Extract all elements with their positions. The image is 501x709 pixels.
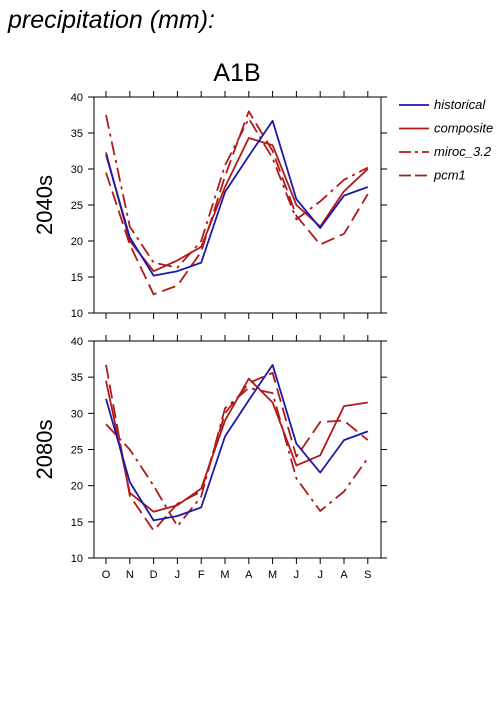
y-tick-label: 20 xyxy=(71,481,83,493)
y-tick-label: 10 xyxy=(71,308,83,320)
y-tick-label: 15 xyxy=(71,517,83,529)
panel-2080s: 10 15 20 25 30 35 40 2080s xyxy=(32,335,387,565)
chart-title: A1B xyxy=(213,59,260,87)
x-tick-label: J xyxy=(317,569,323,581)
series-line-miroc_3.2 xyxy=(105,114,369,269)
x-tick-label: F xyxy=(198,569,205,581)
legend-label-historical: historical xyxy=(434,97,486,112)
x-tick-label: O xyxy=(102,569,111,581)
x-tick-label: J xyxy=(175,569,181,581)
x-tick-label: D xyxy=(150,569,158,581)
series-line-historical xyxy=(105,363,369,522)
y-tick-label: 40 xyxy=(71,336,83,348)
x-tick-label: A xyxy=(245,569,253,581)
y-tick-label: 25 xyxy=(71,200,83,212)
legend-label-pcm1: pcm1 xyxy=(433,168,466,183)
x-tick-label: J xyxy=(294,569,300,581)
legend-label-composite: composite xyxy=(434,121,493,136)
y-tick-label: 25 xyxy=(71,445,83,457)
y-tick-label: 40 xyxy=(71,92,83,104)
panel-label: 2040s xyxy=(32,175,57,235)
panel-label: 2080s xyxy=(32,420,57,480)
y-tick-label: 35 xyxy=(71,372,83,384)
series-line-composite xyxy=(105,137,369,273)
y-tick-label: 30 xyxy=(71,164,83,176)
page-title: precipitation (mm): xyxy=(8,6,215,34)
y-tick-label: 30 xyxy=(71,408,83,420)
series-line-pcm1 xyxy=(105,110,369,296)
y-tick-label: 35 xyxy=(71,128,83,140)
panel-2040s: 10 15 20 25 30 35 40 2040s xyxy=(32,91,387,320)
series-line-historical xyxy=(105,119,369,277)
y-tick-label: 15 xyxy=(71,272,83,284)
legend-label-miroc_3.2: miroc_3.2 xyxy=(434,144,492,159)
x-tick-label: A xyxy=(340,569,348,581)
y-tick-label: 10 xyxy=(71,553,83,565)
x-tick-label: M xyxy=(268,569,277,581)
x-tick-label: N xyxy=(126,569,134,581)
series-line-pcm1 xyxy=(105,364,369,532)
x-tick-label: M xyxy=(220,569,229,581)
series-line-composite xyxy=(105,377,368,513)
x-tick-label: S xyxy=(364,569,371,581)
series-line-miroc_3.2 xyxy=(105,387,369,528)
y-tick-label: 20 xyxy=(71,236,83,248)
legend: historical composite miroc_3.2 pcm1 xyxy=(399,97,493,183)
